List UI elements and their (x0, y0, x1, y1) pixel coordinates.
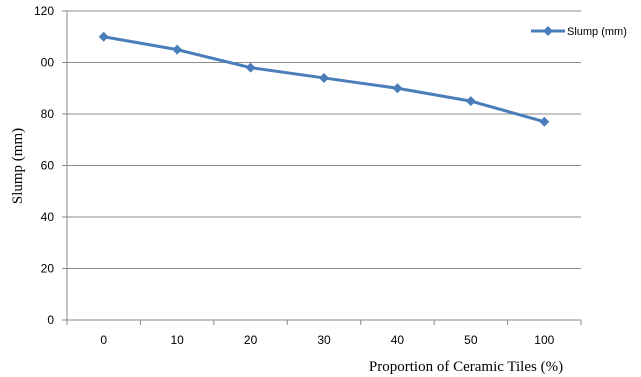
gridlines (67, 10, 581, 269)
data-point (465, 96, 476, 107)
x-tick-label: 40 (391, 333, 405, 347)
x-tick-label: 20 (244, 333, 258, 347)
y-axis-ticks: 0 20 40 60 80 00 120 (34, 4, 67, 327)
series-group (98, 31, 550, 127)
data-point (539, 116, 550, 127)
legend-marker (543, 26, 553, 36)
data-point (392, 83, 403, 94)
x-axis-ticks: 0 10 20 30 40 50 100 (66, 320, 582, 347)
legend-label: Slump (mm) (567, 26, 627, 38)
x-tick-label: 100 (534, 333, 554, 347)
x-tick-label: 10 (170, 333, 184, 347)
data-point (98, 31, 109, 42)
y-tick-label: 00 (41, 56, 55, 70)
x-tick-label: 0 (100, 333, 107, 347)
y-axis-label: Slump (mm) (10, 128, 26, 204)
x-axis-label: Proportion of Ceramic Tiles (%) (369, 359, 563, 375)
legend: Slump (mm) (531, 26, 627, 38)
y-tick-label: 120 (34, 4, 54, 18)
y-tick-label: 60 (41, 159, 55, 173)
y-tick-label: 0 (47, 313, 54, 327)
data-point (319, 72, 329, 83)
y-tick-label: 20 (41, 262, 55, 276)
data-point (172, 44, 183, 55)
data-point (245, 62, 256, 73)
x-tick-label: 30 (317, 333, 331, 347)
y-tick-label: 40 (41, 210, 55, 224)
x-tick-label: 50 (464, 333, 478, 347)
y-tick-label: 80 (41, 107, 55, 121)
